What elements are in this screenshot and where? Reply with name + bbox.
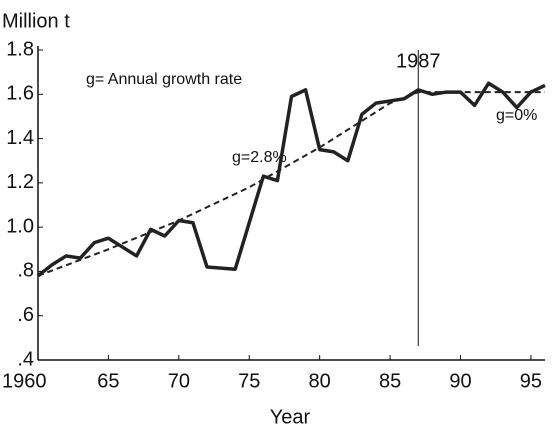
y-tick-label: 1.0 [6,215,34,237]
reference-label: 1987 [396,50,441,72]
x-tick-label: 95 [520,370,542,392]
annotation: g=0% [496,107,537,124]
trend-line [37,91,545,277]
annotation: g= Annual growth rate [86,71,242,88]
x-tick-label: 75 [238,370,260,392]
x-tick-label: 65 [97,370,119,392]
x-tick-label: 85 [379,370,401,392]
x-tick-label: 80 [309,370,331,392]
x-axis-label: Year [270,406,311,428]
y-tick-label: .8 [17,260,34,282]
x-tick-label: 90 [449,370,471,392]
y-tick-label: 1.2 [6,171,34,193]
y-tick-label: 1.6 [6,83,34,105]
y-axis-label: Million t [2,10,70,32]
y-tick-label: .4 [17,348,34,370]
y-tick-label: .6 [17,304,34,326]
y-tick-label: 1.4 [6,127,34,149]
x-tick-label: 1960 [2,370,47,392]
x-tick-label: 70 [168,370,190,392]
y-tick-label: 1.8 [6,38,34,60]
annotation: g=2.8% [232,149,287,166]
